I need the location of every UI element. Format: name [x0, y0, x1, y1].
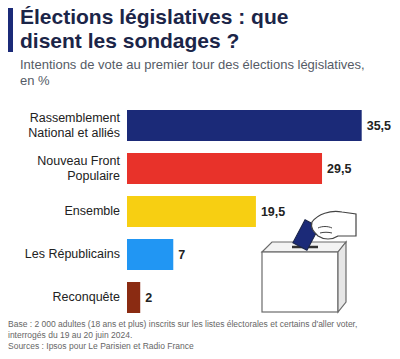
hand: [311, 211, 356, 239]
data-label: 29,5: [327, 162, 351, 176]
chart-svg: 35,5 29,5 19,5 7 2: [0, 0, 400, 359]
hand-fingers: [318, 227, 332, 234]
data-label: 19,5: [261, 205, 285, 219]
category-label: Rassemblement National et alliés: [2, 110, 120, 141]
footnote: Base : 2 000 adultes (18 ans et plus) in…: [8, 319, 396, 341]
bar: [127, 239, 173, 270]
box-front: [262, 252, 338, 312]
category-label: Nouveau Front Populaire: [2, 153, 120, 184]
bar: [127, 153, 322, 184]
category-label: Les Républicains: [2, 239, 120, 270]
category-label: Reconquête: [2, 282, 120, 313]
bar: [127, 282, 140, 313]
bar: [127, 110, 362, 141]
category-label: Ensemble: [2, 196, 120, 227]
box-side: [338, 242, 346, 312]
data-labels: 35,5 29,5 19,5 7 2: [145, 119, 391, 305]
data-label: 35,5: [367, 119, 391, 133]
title-accent: [8, 8, 13, 52]
ballot-box-illustration: [262, 211, 356, 312]
bar: [127, 196, 256, 227]
data-label: 7: [178, 248, 185, 262]
source-note: Sources : Ipsos pour Le Parisien et Radi…: [8, 341, 396, 352]
chart-title: Élections législatives : que disent les …: [20, 5, 295, 53]
bars: [127, 110, 362, 313]
chart-subtitle: Intentions de vote au premier tour des é…: [20, 57, 370, 89]
data-label: 2: [145, 291, 152, 305]
